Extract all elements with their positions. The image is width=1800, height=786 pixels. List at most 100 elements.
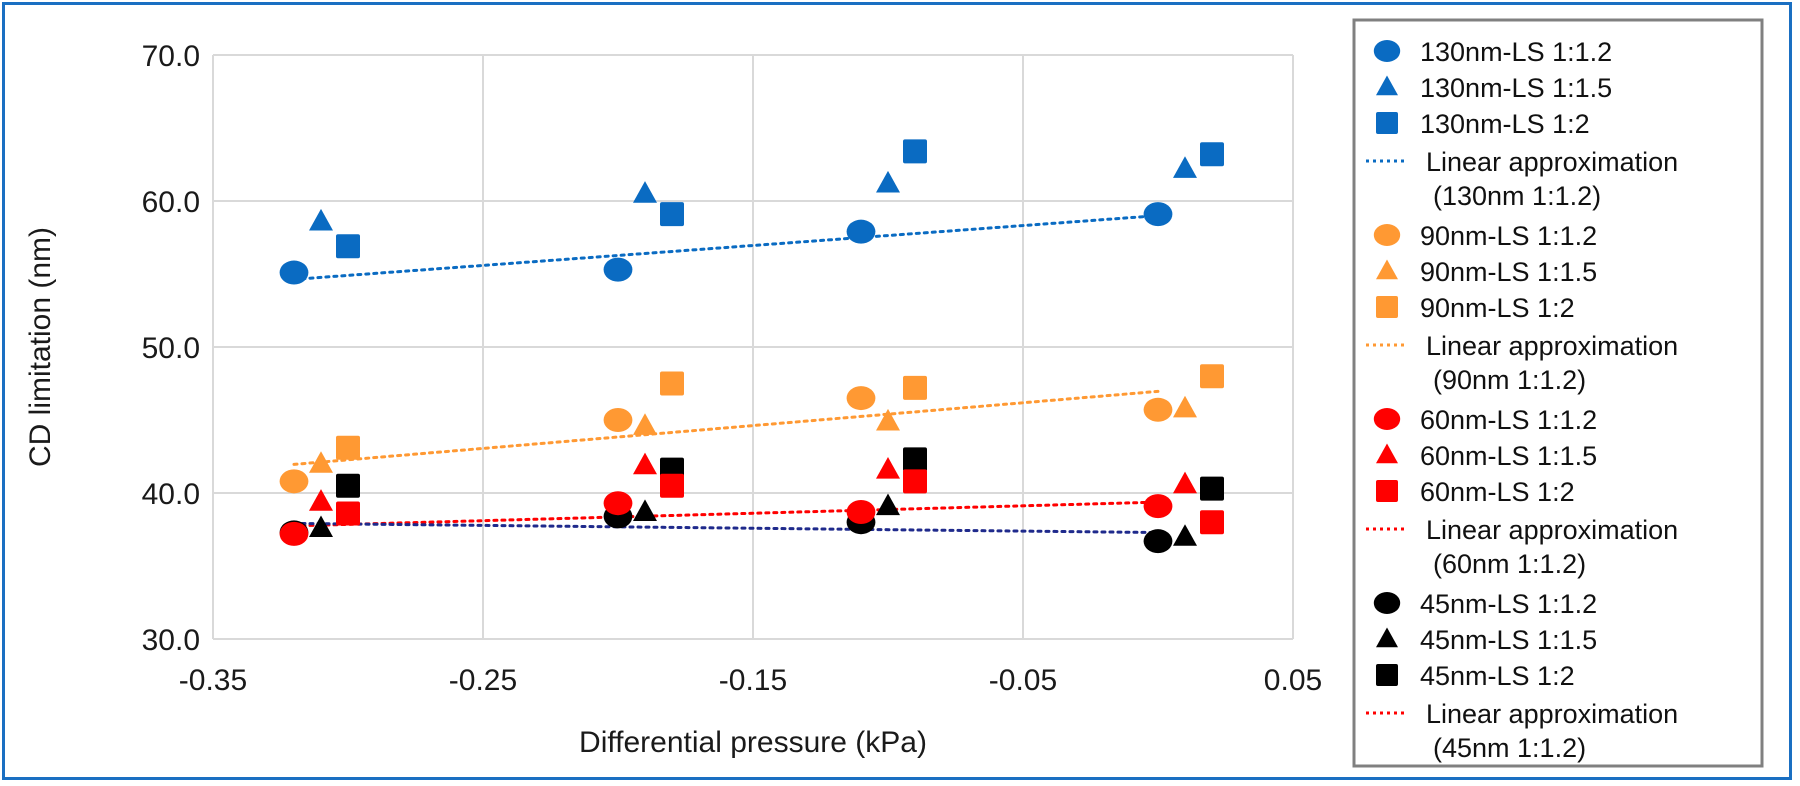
y-tick-label: 40.0: [142, 478, 200, 511]
x-tick-label: -0.25: [449, 664, 517, 697]
legend-circle-icon: [1373, 408, 1401, 430]
data-point-circle: [279, 260, 309, 285]
y-tick-label: 30.0: [142, 624, 200, 657]
tick-labels: -0.35 -0.25 -0.15 -0.05 0.05 30.0 40.0 50.0 60.0…: [142, 40, 1323, 697]
legend-label: 90nm-LS 1:2: [1420, 293, 1575, 323]
data-point-circle: [846, 219, 876, 244]
data-point-square: [660, 371, 684, 396]
data-point-circle: [1143, 202, 1173, 227]
data-point-circle: [846, 386, 876, 411]
data-point-square: [660, 202, 684, 227]
data-point-square: [336, 473, 360, 498]
legend-label: 45nm-LS 1:2: [1420, 661, 1575, 691]
data-point-triangle: [309, 208, 333, 231]
legend-box: [1352, 18, 1764, 768]
legend-label: 130nm-LS 1:2: [1420, 109, 1590, 139]
x-tick-label: -0.05: [989, 664, 1057, 697]
legend-label-sub: (130nm 1:1.2): [1433, 181, 1601, 211]
data-point-circle: [846, 499, 876, 524]
legend-triangle-icon: [1376, 75, 1398, 96]
trendline: [292, 500, 1160, 528]
data-point-triangle: [1173, 471, 1197, 494]
data-point-square: [336, 435, 360, 460]
data-point-circle: [603, 491, 633, 516]
data-point-square: [1200, 142, 1224, 167]
data-point-circle: [1143, 494, 1173, 519]
trendlines: [292, 214, 1160, 535]
x-tick-label: -0.35: [179, 664, 247, 697]
data-point-square: [660, 473, 684, 498]
legend-label: 60nm-LS 1:1.2: [1420, 405, 1597, 435]
data-point-square: [903, 447, 927, 472]
data-point-circle: [279, 469, 309, 494]
legend-square-icon: [1376, 296, 1398, 318]
data-point-square: [903, 469, 927, 494]
data-point-triangle: [633, 181, 657, 203]
trendline: [292, 521, 1160, 535]
legend-circle-icon: [1373, 224, 1401, 246]
data-point-triangle: [876, 457, 900, 479]
data-point-triangle: [633, 452, 657, 475]
legend-label-sub: (60nm 1:1.2): [1433, 549, 1586, 579]
data-point-square: [336, 501, 360, 526]
legend-label-sub: (45nm 1:1.2): [1433, 733, 1586, 763]
legend-circle-icon: [1373, 40, 1401, 62]
legend-label: 60nm-LS 1:2: [1420, 477, 1575, 507]
x-tick-label: -0.15: [719, 664, 787, 697]
data-point-triangle: [309, 515, 333, 538]
legend-square-icon: [1376, 112, 1398, 134]
trendline: [292, 389, 1160, 466]
data-point-triangle: [309, 489, 333, 511]
data-point-circle: [1143, 397, 1173, 422]
legend-label: 90nm-LS 1:1.5: [1420, 257, 1597, 287]
y-tick-label: 70.0: [142, 40, 200, 73]
legend-label: 90nm-LS 1:1.2: [1420, 221, 1597, 251]
y-axis-title: CD limitation (nm): [24, 227, 57, 467]
legend-label: Linear approximation: [1426, 699, 1678, 729]
data-point-square: [903, 375, 927, 400]
x-axis-title: Differential pressure (kPa): [579, 726, 927, 759]
trendline: [292, 214, 1160, 281]
data-point-square: [903, 139, 927, 164]
legend-label: Linear approximation: [1426, 331, 1678, 361]
legend-label: Linear approximation: [1426, 515, 1678, 545]
legend-circle-icon: [1373, 592, 1401, 614]
data-point-square: [1200, 476, 1224, 501]
legend-square-icon: [1376, 664, 1398, 686]
x-tick-label: 0.05: [1264, 664, 1322, 697]
legend-label: Linear approximation: [1426, 147, 1678, 177]
legend-label: 130nm-LS 1:1.5: [1420, 73, 1612, 103]
data-point-circle: [603, 257, 633, 282]
data-point-triangle: [1173, 395, 1197, 418]
legend-label: 60nm-LS 1:1.5: [1420, 441, 1597, 471]
legend-label: 130nm-LS 1:1.2: [1420, 37, 1612, 67]
legend-square-icon: [1376, 480, 1398, 502]
data-point-circle: [1143, 529, 1173, 554]
data-point-triangle: [876, 170, 900, 193]
data-point-triangle: [1173, 524, 1197, 546]
legend-label: 45nm-LS 1:1.5: [1420, 625, 1597, 655]
data-point-triangle: [876, 493, 900, 516]
data-point-triangle: [876, 408, 900, 431]
y-tick-label: 50.0: [142, 332, 200, 365]
data-points: [279, 139, 1224, 554]
data-point-square: [1200, 364, 1224, 389]
data-point-triangle: [1173, 156, 1197, 178]
data-point-triangle: [309, 451, 333, 473]
y-tick-label: 60.0: [142, 186, 200, 219]
gridlines: [212, 54, 1294, 640]
legend-label-sub: (90nm 1:1.2): [1433, 365, 1586, 395]
legend-triangle-icon: [1376, 443, 1398, 464]
legend-triangle-icon: [1376, 259, 1398, 280]
data-point-square: [1200, 510, 1224, 535]
legend: 130nm-LS 1:1.2 130nm-LS 1:1.5 130nm-LS 1:2…: [1366, 37, 1678, 763]
data-point-square: [336, 234, 360, 259]
data-point-triangle: [633, 499, 657, 521]
legend-triangle-icon: [1376, 627, 1398, 648]
data-point-circle: [603, 408, 633, 432]
data-point-circle: [279, 521, 309, 546]
data-point-triangle: [633, 413, 657, 435]
legend-label: 45nm-LS 1:1.2: [1420, 589, 1597, 619]
